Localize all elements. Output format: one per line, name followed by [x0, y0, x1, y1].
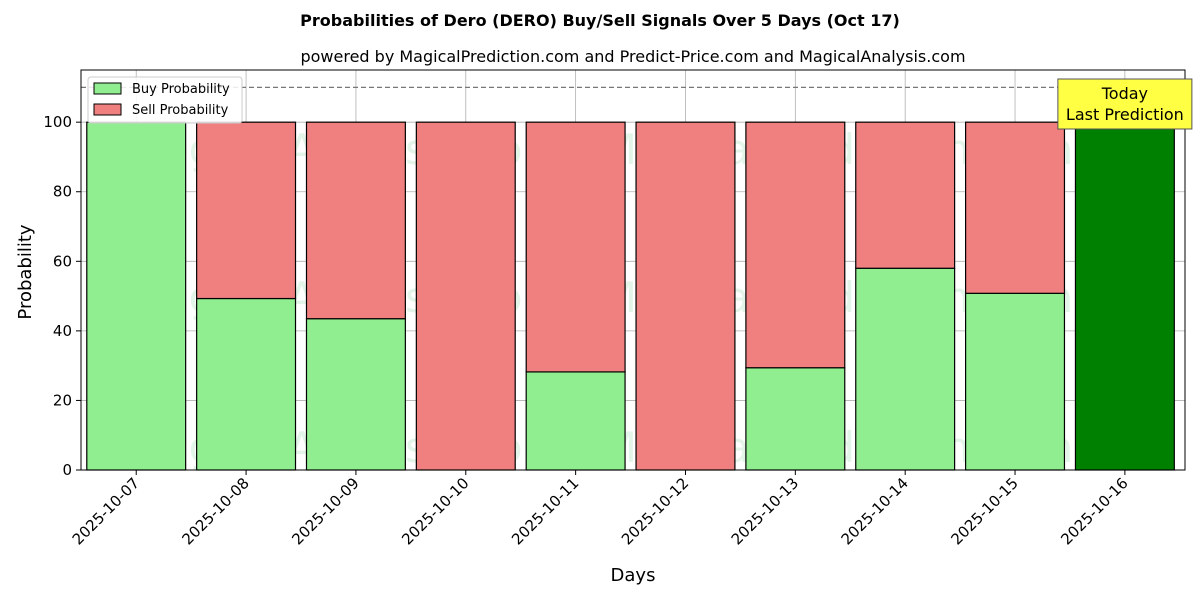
y-tick-label: 0 — [62, 461, 72, 479]
y-tick-label: 60 — [53, 252, 72, 270]
buy-bar — [305, 318, 406, 471]
y-tick-label: 40 — [53, 322, 72, 340]
buy-bar — [855, 267, 956, 471]
annotation-line: Today — [1101, 84, 1148, 103]
sell-bar — [415, 121, 516, 471]
sell-bar — [305, 121, 406, 320]
sell-bar — [635, 121, 736, 471]
chart-subtitle: powered by MagicalPrediction.com and Pre… — [300, 47, 965, 66]
y-tick-label: 20 — [53, 391, 72, 409]
plot-frame — [80, 69, 1186, 471]
legend-box — [87, 76, 243, 124]
sell-bar — [745, 121, 846, 369]
x-axis-label: Days — [611, 565, 656, 586]
buy-bar — [196, 297, 297, 471]
chart-title: Probabilities of Dero (DERO) Buy/Sell Si… — [300, 11, 900, 30]
annotation-line: Last Prediction — [1066, 105, 1184, 124]
sell-bar — [855, 121, 956, 269]
legend-swatch — [93, 82, 122, 95]
sell-bar — [964, 121, 1066, 294]
y-axis-label: Probability — [15, 224, 36, 319]
buy-bar — [1074, 121, 1175, 471]
sell-bar — [525, 121, 626, 373]
legend-label: Buy Probability — [132, 82, 230, 97]
buy-bar — [525, 371, 626, 471]
today-annotation: Today Last Prediction — [1057, 78, 1193, 130]
legend: Buy Probability Sell Probability — [87, 76, 243, 124]
buy-bar — [86, 121, 187, 471]
buy-bar — [745, 367, 846, 471]
annotation-box — [1057, 78, 1193, 130]
y-tick-label: 100 — [43, 113, 72, 131]
legend-label: Sell Probability — [132, 103, 229, 118]
legend-swatch — [93, 103, 122, 116]
bars — [81, 86, 1185, 471]
y-tick-label: 80 — [53, 183, 72, 201]
buy-bar — [964, 292, 1066, 471]
sell-bar — [196, 121, 297, 300]
